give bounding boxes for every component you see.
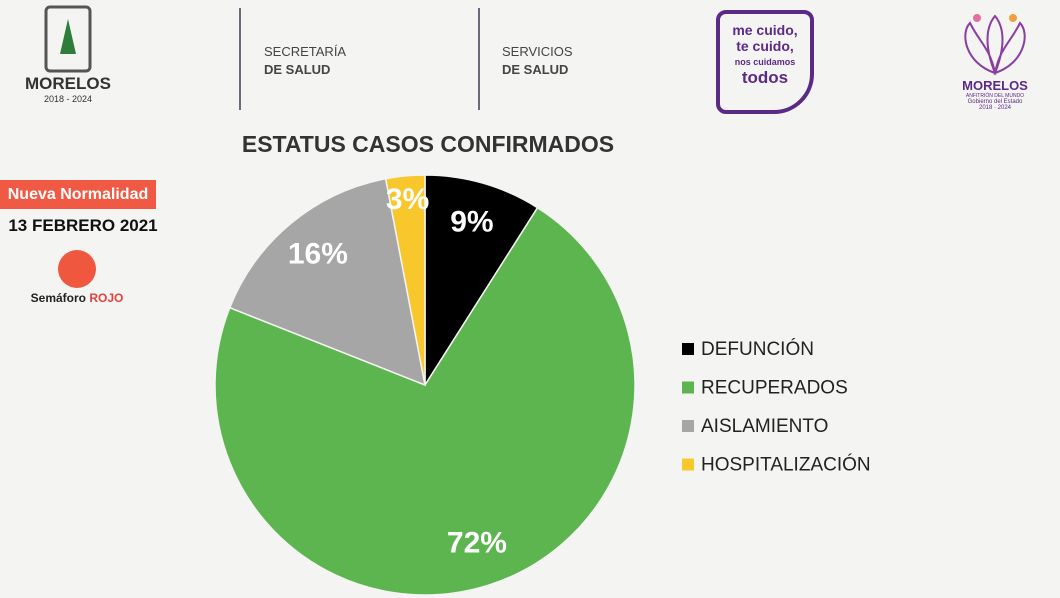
semaforo: Semáforo ROJO — [0, 291, 154, 305]
legend-swatch — [682, 343, 694, 355]
divider — [239, 8, 241, 110]
legend-swatch — [682, 420, 694, 432]
legend-label: DEFUNCIÓN — [701, 338, 814, 360]
legend-swatch — [682, 458, 694, 471]
servicios-logo: SERVICIOS DE SALUD — [502, 43, 573, 79]
gov-line1: Gobierno del Estado — [967, 99, 1023, 105]
pie-slice — [384, 174, 426, 386]
secretaria-line2: DE SALUD — [264, 62, 331, 77]
pie-slice — [424, 174, 539, 388]
emblem-tree — [60, 19, 76, 54]
secretaria-line1: SECRETARÍA — [264, 44, 347, 59]
state-emblem — [44, 5, 92, 73]
secretaria-logo: SECRETARÍA DE SALUD — [264, 43, 346, 79]
gov-years: 2018 · 2024 — [978, 105, 1012, 111]
flower-shape — [964, 14, 1026, 76]
gov-flower — [964, 14, 1026, 76]
semaforo-value: ROJO — [89, 291, 124, 305]
slice-label: 72% — [447, 527, 507, 560]
campaign-line2: te cuido, — [736, 38, 794, 54]
servicios-line2: DE SALUD — [502, 62, 569, 77]
divider — [478, 8, 480, 110]
gov-motto: ANFITRIÓN DEL MUNDO — [965, 93, 1025, 99]
legend-label: AISLAMIENTO — [701, 416, 828, 437]
slice-label: 3% — [386, 183, 429, 216]
flower-dot — [1009, 14, 1017, 22]
campaign-logo: me cuido, te cuido, nos cuidamos todos — [716, 10, 814, 114]
gov-name: MORELOS — [962, 78, 1028, 93]
flower-dot — [973, 14, 981, 22]
chart-title: ESTATUS CASOS CONFIRMADOS — [242, 131, 614, 157]
servicios-line1: SERVICIOS — [502, 44, 573, 59]
campaign-line1: me cuido, — [732, 22, 798, 38]
status-badge: Nueva Normalidad — [0, 180, 156, 209]
semaforo-light — [58, 250, 96, 288]
legend-swatch — [682, 381, 694, 394]
legend-label: HOSPITALIZACIÓN — [701, 454, 871, 476]
gov-logo: MORELOS ANFITRIÓN DEL MUNDO Gobierno del… — [940, 8, 1050, 111]
pie-slice — [228, 177, 426, 387]
slice-label: 16% — [288, 237, 348, 270]
state-logo: MORELOS 2018 - 2024 — [18, 4, 118, 104]
legend-label: RECUPERADOS — [701, 378, 848, 399]
pie-slice — [214, 206, 636, 596]
slice-label: 9% — [450, 206, 493, 239]
emblem-frame — [44, 5, 92, 73]
campaign-line4: todos — [741, 68, 789, 87]
state-name: MORELOS — [25, 74, 111, 93]
state-years: 2018 - 2024 — [43, 94, 93, 104]
status-date: 13 FEBRERO 2021 — [8, 216, 158, 235]
semaforo-label: Semáforo — [30, 291, 86, 305]
campaign-line3: nos cuidamos — [734, 57, 796, 67]
